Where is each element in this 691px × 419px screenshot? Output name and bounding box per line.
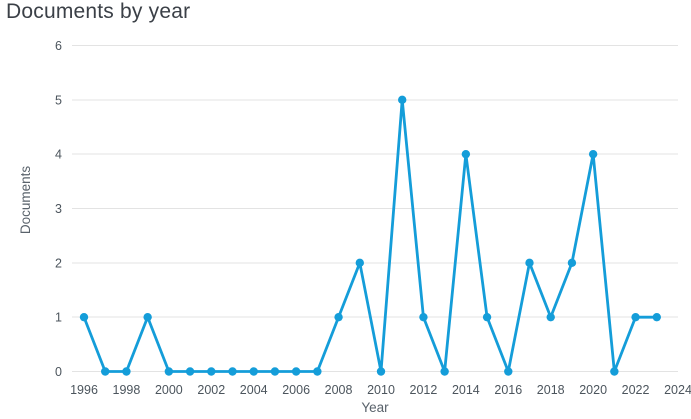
x-tick-2004: 2004 (240, 383, 268, 397)
y-tick-0: 0 (55, 365, 62, 379)
data-point-1999[interactable] (143, 312, 152, 322)
data-point-2000[interactable] (164, 367, 174, 376)
gridlines (72, 45, 678, 372)
data-point-2002[interactable] (207, 367, 216, 376)
data-point-markers (79, 95, 661, 376)
data-point-2019[interactable] (567, 258, 577, 268)
chart-title: Documents by year (6, 0, 191, 23)
data-point-2014[interactable] (461, 149, 471, 159)
y-axis-title: Documents (18, 166, 33, 235)
data-point-2013[interactable] (440, 367, 449, 376)
x-tick-1996: 1996 (70, 383, 98, 397)
y-tick-6: 6 (55, 39, 62, 53)
data-point-2018[interactable] (546, 312, 555, 322)
data-point-2021[interactable] (610, 367, 619, 376)
data-point-2023[interactable] (652, 312, 661, 322)
data-point-1996[interactable] (79, 312, 89, 322)
y-tick-2: 2 (55, 256, 62, 270)
y-tick-5: 5 (55, 93, 62, 107)
data-point-2022[interactable] (631, 312, 640, 322)
data-point-2005[interactable] (270, 367, 280, 376)
data-point-2003[interactable] (228, 367, 237, 376)
y-tick-1: 1 (55, 311, 62, 325)
data-point-2004[interactable] (249, 367, 258, 376)
data-point-2012[interactable] (419, 312, 428, 322)
y-tick-3: 3 (55, 202, 62, 216)
data-point-2006[interactable] (291, 367, 301, 376)
x-tick-2016: 2016 (494, 383, 522, 397)
y-tick-4: 4 (55, 148, 62, 162)
series-line (82, 98, 659, 373)
x-tick-2002: 2002 (197, 383, 225, 397)
data-point-2001[interactable] (185, 367, 195, 376)
data-point-2011[interactable] (398, 95, 407, 105)
x-tick-2022: 2022 (622, 383, 650, 397)
x-tick-2010: 2010 (367, 383, 395, 397)
x-tick-2014: 2014 (452, 383, 480, 397)
x-tick-2024: 2024 (664, 383, 691, 397)
x-axis-title: Year (361, 400, 389, 415)
x-tick-2018: 2018 (537, 383, 565, 397)
data-point-2010[interactable] (376, 367, 386, 376)
data-point-2015[interactable] (482, 312, 492, 322)
data-point-1997[interactable] (101, 367, 110, 376)
y-axis-tick-labels: 0 1 2 3 4 5 6 (55, 39, 62, 379)
x-tick-2006: 2006 (282, 383, 310, 397)
data-point-2020[interactable] (588, 149, 598, 159)
x-tick-1998: 1998 (113, 383, 141, 397)
data-point-2017[interactable] (525, 258, 534, 268)
x-tick-2012: 2012 (410, 383, 438, 397)
x-tick-2020: 2020 (579, 383, 607, 397)
data-point-1998[interactable] (122, 367, 131, 376)
data-point-2016[interactable] (504, 367, 513, 376)
x-axis-tick-labels: 1996 1998 2000 2002 2004 2006 2008 2010 2012 2014… (70, 383, 691, 397)
x-tick-2008: 2008 (325, 383, 353, 397)
data-point-2008[interactable] (334, 312, 343, 322)
x-tick-2000: 2000 (155, 383, 183, 397)
data-point-2009[interactable] (355, 258, 364, 268)
data-point-2007[interactable] (313, 367, 322, 376)
